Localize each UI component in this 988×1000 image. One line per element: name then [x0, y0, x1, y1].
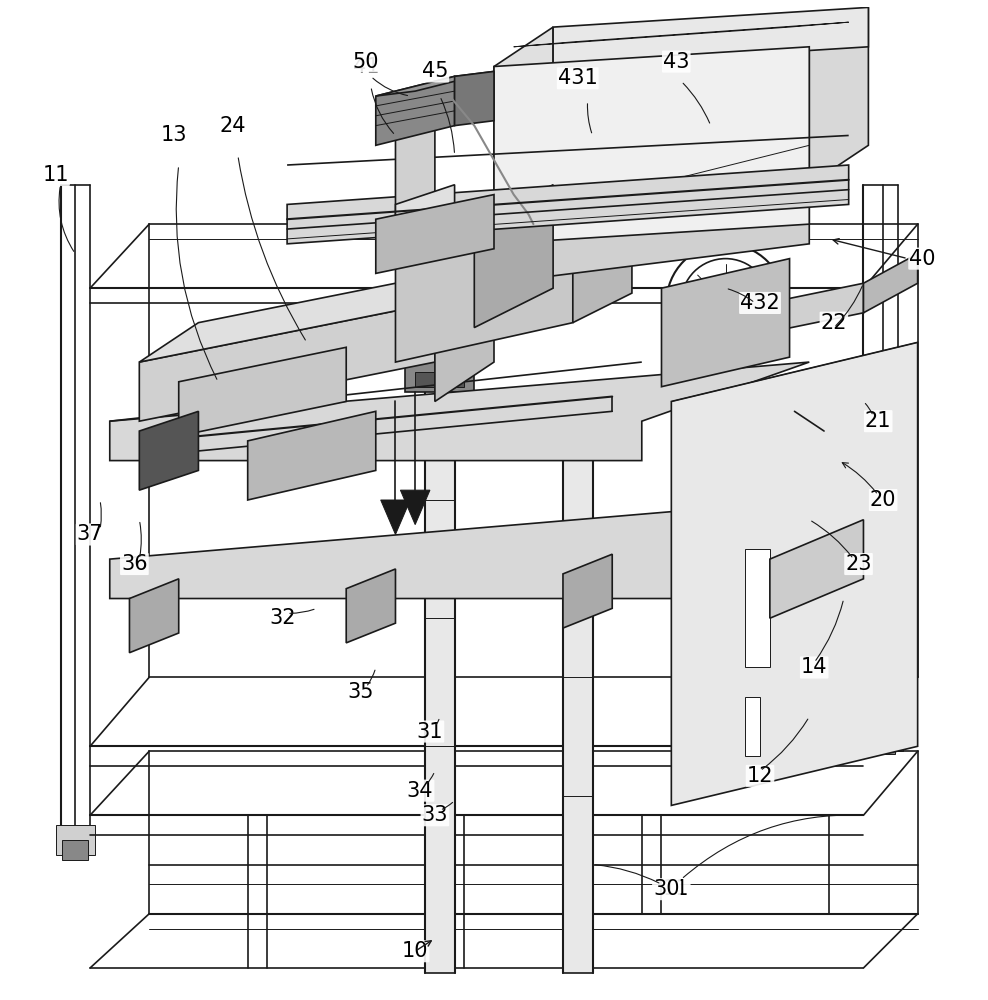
Text: 40: 40 — [909, 249, 936, 269]
Polygon shape — [865, 734, 895, 754]
Text: 14: 14 — [801, 657, 827, 677]
Text: 33: 33 — [422, 805, 449, 825]
Polygon shape — [494, 47, 809, 244]
Polygon shape — [395, 195, 632, 264]
Polygon shape — [129, 579, 179, 653]
Polygon shape — [662, 259, 789, 387]
Text: 35: 35 — [348, 682, 374, 702]
Polygon shape — [110, 362, 809, 461]
Text: 10: 10 — [402, 941, 429, 961]
Polygon shape — [405, 362, 474, 392]
Text: 37: 37 — [77, 524, 104, 544]
Polygon shape — [671, 283, 864, 352]
Polygon shape — [864, 254, 918, 313]
Circle shape — [705, 283, 745, 323]
Bar — [745, 549, 770, 667]
Text: 12: 12 — [747, 766, 774, 786]
Polygon shape — [139, 411, 199, 490]
Polygon shape — [770, 520, 864, 618]
Polygon shape — [859, 722, 903, 751]
Polygon shape — [395, 224, 573, 362]
Polygon shape — [494, 27, 553, 224]
Polygon shape — [425, 382, 454, 973]
Text: 23: 23 — [846, 554, 871, 574]
Text: 11: 11 — [663, 879, 690, 899]
Text: 20: 20 — [869, 490, 896, 510]
Polygon shape — [288, 165, 849, 244]
Polygon shape — [563, 441, 593, 973]
Text: 41: 41 — [353, 57, 379, 77]
Polygon shape — [514, 22, 849, 47]
Circle shape — [176, 431, 192, 447]
Polygon shape — [62, 840, 88, 860]
Bar — [745, 697, 760, 756]
Polygon shape — [375, 71, 494, 96]
Text: 32: 32 — [269, 608, 295, 628]
Polygon shape — [375, 195, 494, 273]
Polygon shape — [395, 106, 435, 224]
Text: 50: 50 — [353, 52, 379, 72]
Text: 11: 11 — [42, 165, 69, 185]
Polygon shape — [573, 195, 632, 323]
Polygon shape — [474, 185, 553, 328]
Polygon shape — [55, 825, 95, 855]
Polygon shape — [380, 500, 410, 534]
Polygon shape — [375, 76, 454, 145]
Polygon shape — [395, 185, 454, 244]
Polygon shape — [346, 569, 395, 643]
Text: 30: 30 — [653, 879, 680, 899]
Polygon shape — [179, 347, 346, 436]
Polygon shape — [415, 372, 464, 387]
Text: 31: 31 — [417, 722, 444, 742]
Polygon shape — [110, 362, 642, 421]
Text: 431: 431 — [558, 68, 598, 88]
Circle shape — [797, 409, 821, 433]
Text: 21: 21 — [864, 411, 891, 431]
Polygon shape — [454, 71, 494, 126]
Polygon shape — [494, 185, 809, 283]
Text: 24: 24 — [219, 116, 246, 136]
Circle shape — [146, 438, 162, 454]
Text: 34: 34 — [407, 781, 434, 801]
Polygon shape — [809, 7, 868, 185]
Text: 43: 43 — [663, 52, 690, 72]
Polygon shape — [288, 135, 849, 165]
Polygon shape — [139, 264, 494, 362]
Polygon shape — [435, 264, 494, 401]
Text: 45: 45 — [422, 61, 449, 81]
Polygon shape — [139, 303, 435, 421]
Polygon shape — [110, 500, 809, 599]
Circle shape — [136, 428, 172, 464]
Text: 13: 13 — [161, 125, 187, 145]
Polygon shape — [671, 342, 918, 805]
Text: 432: 432 — [740, 293, 780, 313]
Polygon shape — [563, 554, 613, 628]
Text: 22: 22 — [821, 313, 847, 333]
Polygon shape — [400, 490, 430, 525]
Circle shape — [488, 302, 500, 314]
Polygon shape — [553, 7, 868, 67]
Circle shape — [166, 421, 202, 457]
Text: 36: 36 — [122, 554, 148, 574]
Polygon shape — [248, 411, 375, 500]
